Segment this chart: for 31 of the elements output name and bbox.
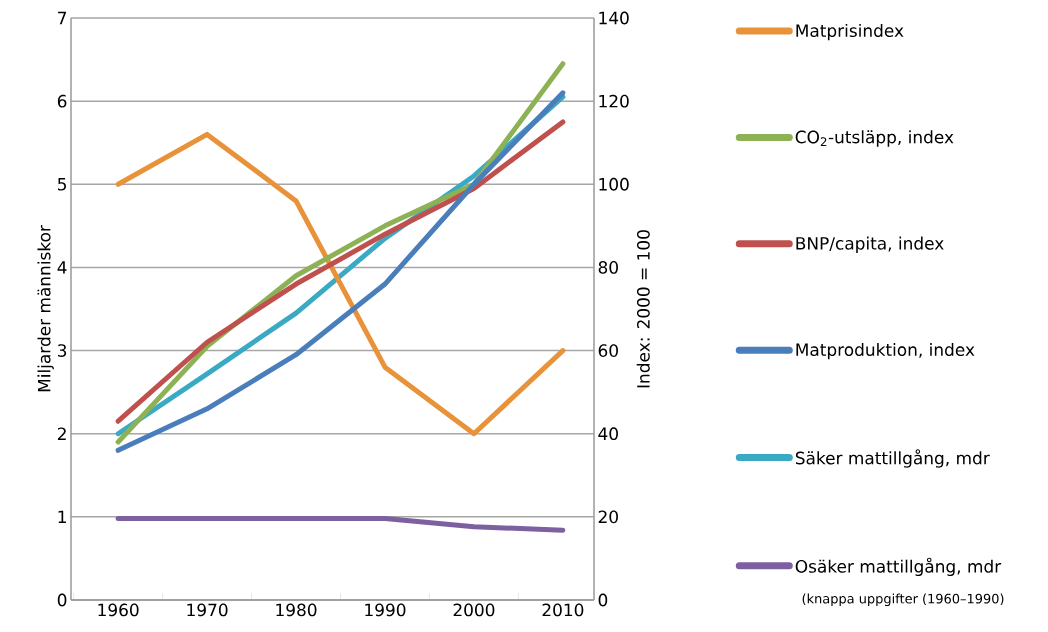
y2-tick-label: 140: [599, 11, 629, 25]
y-tick-label: 3: [58, 344, 67, 357]
y2-tick-label: 40: [598, 427, 618, 441]
y2-tick-label: 80: [598, 261, 618, 274]
legend-label: Osäker mattillgång, mdr: [795, 557, 1002, 577]
y-tick-label: 5: [58, 178, 66, 191]
x-tick-label: 1980: [276, 603, 317, 617]
y2-tick-label: 60: [598, 344, 618, 357]
x-tick-label: 2000: [453, 603, 495, 617]
text: (knappa uppgifter (1960–1990): [802, 593, 1004, 607]
legend-label: Säker mattillgång, mdr: [795, 449, 990, 468]
y-axis-title: Miljarder människor: [37, 225, 54, 392]
y2-tick-label: 120: [599, 94, 629, 108]
y-tick-label: 2: [57, 427, 66, 440]
y-tick-label: 4: [57, 261, 67, 274]
x-tick-label: 1970: [187, 603, 228, 617]
y-tick-label: 1: [58, 510, 66, 524]
y2-tick-label: 100: [599, 177, 629, 191]
legend-label: Matproduktion, index: [796, 342, 975, 360]
y-tick-label: 7: [58, 11, 67, 25]
y2-axis-title: Index: 2000 = 100: [636, 230, 650, 388]
y2-tick-label: 20: [598, 510, 618, 524]
y-tick-label: 0: [57, 593, 67, 607]
x-tick-label: 2010: [542, 603, 584, 617]
legend-label: Matprisindex: [796, 23, 904, 41]
x-tick-label: 1960: [98, 603, 139, 617]
y2-tick-label: 0: [598, 593, 608, 607]
legend-label: BNP/capita, index: [796, 236, 944, 254]
y-tick-label: 6: [57, 94, 67, 108]
legend-label: CO$_{2}$-utsläpp, index: [795, 130, 954, 147]
x-tick-label: 1990: [365, 603, 406, 617]
